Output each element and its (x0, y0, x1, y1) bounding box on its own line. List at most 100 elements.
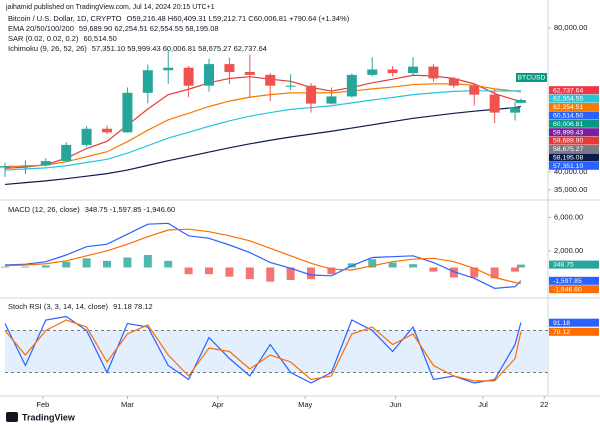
band-fill (5, 330, 548, 373)
legend-values: 348.75 -1,597.85 -1,946.60 (85, 205, 176, 214)
histogram-bar (516, 264, 525, 268)
indicator-line (4, 105, 521, 186)
candle-body (265, 74, 276, 86)
histogram-bar (123, 257, 132, 268)
candle-body (142, 70, 153, 93)
candle-body (0, 166, 10, 168)
legend-values: O59,216.48 H60,409.31 L59,212.71 C60,006… (127, 14, 350, 23)
price-tag (549, 102, 599, 111)
symbol-tag-label: BTCUSD (518, 75, 546, 82)
candle-body (40, 161, 51, 166)
histogram-bar (41, 265, 50, 268)
candle-body (81, 128, 92, 145)
price-tag (549, 94, 599, 103)
candle-body (285, 85, 296, 87)
price-tag-label: 62,254.51 (553, 104, 583, 111)
candle-body (163, 67, 174, 71)
candle-body (489, 94, 500, 113)
price-tag (549, 161, 599, 170)
price-tag (549, 260, 599, 269)
price-tag-label: 60,006.81 (553, 121, 583, 128)
histogram-bar (429, 267, 438, 272)
histogram-bar (184, 267, 193, 275)
indicator-line (4, 90, 521, 171)
price-tag (549, 144, 599, 153)
price-tag-label: 78.12 (553, 329, 570, 336)
candle-body (224, 64, 235, 73)
x-tick-label: 22 (540, 400, 548, 409)
indicator-line (4, 315, 522, 384)
legend-values: 59,689.90 62,254.51 62,554.55 58,195.08 (79, 24, 219, 33)
candle-body (306, 85, 317, 104)
histogram-bar (327, 267, 336, 275)
histogram-bar (388, 262, 397, 268)
price-tag-label: 60,514.50 (553, 112, 583, 119)
legend-values: 57,351.10 59,999.43 60,006.81 58,675.27 … (92, 44, 267, 53)
legend-values: 60,514.50 (83, 34, 116, 43)
price-tag-label: 57,351.10 (553, 163, 583, 170)
x-tick-label: Feb (36, 400, 49, 409)
x-tick-label: Apr (212, 400, 224, 409)
price-tag (549, 318, 599, 327)
price-tag-label: -1,597.85 (553, 278, 582, 285)
legend-label: MACD (12, 26, close) (8, 205, 80, 214)
histogram-bar (225, 267, 234, 277)
candle-body (204, 64, 215, 86)
legend-label: Ichimoku (9, 26, 52, 26) (8, 44, 87, 53)
indicator-line (4, 319, 522, 382)
candle-body (469, 85, 480, 95)
y-tick-label: 35,000.00 (554, 185, 587, 194)
candle-body (387, 69, 398, 74)
price-tag-label: 59,689.90 (553, 138, 583, 145)
legend-label: Bitcoin / U.S. Dollar, 1D, CRYPTO (8, 14, 122, 23)
price-tag-label: 58,675.27 (553, 146, 583, 153)
histogram-bar (307, 267, 316, 280)
price-tag (549, 111, 599, 120)
price-tag (549, 128, 599, 137)
legend-label: EMA 20/50/100/200 (8, 24, 74, 33)
candle-body (102, 128, 113, 133)
price-tag (549, 136, 599, 145)
candle-body (428, 66, 439, 79)
candle-body (448, 78, 459, 86)
candle-body (61, 144, 72, 162)
histogram-bar (409, 264, 418, 268)
candle-body (20, 165, 31, 167)
histogram-bar (368, 259, 377, 268)
candle-body (122, 92, 133, 133)
candle-body (408, 66, 419, 74)
price-tag (549, 327, 599, 336)
price-tag (549, 119, 599, 128)
indicator-line (4, 222, 522, 289)
price-tag-label: 91.18 (553, 320, 570, 327)
y-tick-label: 40,000.00 (554, 167, 587, 176)
histogram-bar (266, 267, 275, 282)
x-tick-label: Mar (121, 400, 134, 409)
y-tick-label: 80,000.00 (554, 23, 587, 32)
candle-body (346, 74, 357, 97)
candle-body (510, 107, 521, 113)
histogram-bar (21, 266, 30, 268)
brand-logo (6, 412, 18, 422)
histogram-bar (245, 267, 254, 280)
x-tick-label: Jul (478, 400, 488, 409)
price-tag-label: 58,195.08 (553, 154, 583, 161)
price-tag (549, 276, 599, 285)
legend-label: SAR (0.02, 0.02, 0.2) (8, 34, 79, 43)
x-tick-label: Jun (390, 400, 402, 409)
price-tag (549, 86, 599, 95)
histogram-bar (205, 267, 214, 275)
price-tag-label: 62,554.55 (553, 96, 583, 103)
price-tag-label: 62,737.64 (553, 87, 583, 94)
histogram-bar (1, 266, 9, 268)
histogram-bar (164, 260, 173, 268)
candle-body (367, 69, 378, 75)
histogram-bar (103, 260, 112, 268)
brand: TradingView (22, 412, 76, 422)
price-tag-label: 348.75 (553, 262, 574, 269)
byline: jaihamid published on TradingView.com, J… (5, 4, 215, 11)
legend-label: Stoch RSI (3, 3, 14, 14, close) (8, 302, 109, 311)
histogram-bar (449, 267, 458, 278)
histogram-bar (511, 267, 520, 272)
